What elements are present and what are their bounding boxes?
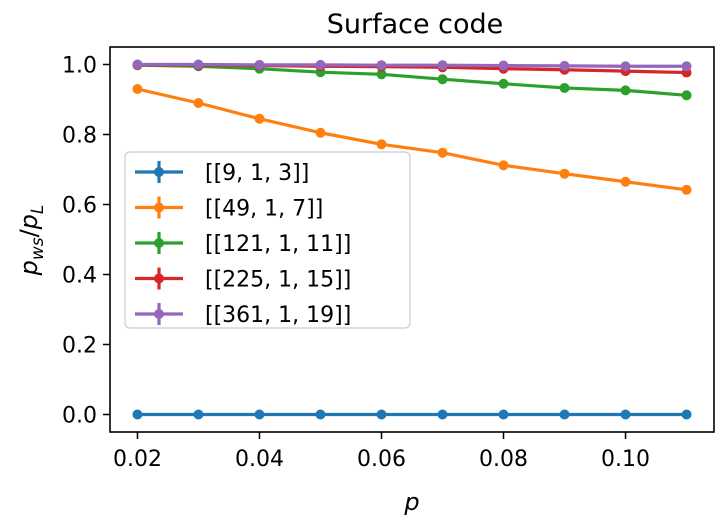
- data-point: [681, 184, 692, 195]
- legend-swatch-marker: [154, 167, 164, 177]
- series-line-1: [137, 87, 687, 192]
- data-point: [559, 60, 570, 71]
- y-axis-title-sub2: L: [28, 205, 48, 214]
- y-axis-title-p1: p: [15, 260, 43, 276]
- plot-frame: [109, 46, 715, 433]
- series-line-4: [137, 62, 687, 68]
- data-point: [620, 176, 631, 187]
- data-point: [132, 59, 143, 70]
- data-point: [681, 61, 692, 72]
- data-point: [681, 90, 692, 101]
- legend-box: [124, 151, 411, 329]
- data-point: [498, 160, 509, 171]
- series-layer: [132, 59, 692, 420]
- data-point: [315, 59, 326, 70]
- data-point: [559, 82, 570, 93]
- data-point: [193, 59, 204, 70]
- y-tick-label: 0.6: [62, 194, 97, 219]
- data-point: [437, 409, 448, 420]
- data-point: [498, 409, 509, 420]
- y-tick-label: 0.8: [62, 124, 97, 149]
- data-point: [193, 409, 204, 420]
- y-axis-title-p2: p: [15, 214, 43, 230]
- data-point: [376, 60, 387, 71]
- data-point: [498, 78, 509, 89]
- x-tick-label: 0.04: [235, 447, 284, 472]
- data-point: [437, 74, 448, 85]
- data-point: [498, 60, 509, 71]
- data-point: [559, 409, 570, 420]
- x-tick-label: 0.08: [479, 447, 528, 472]
- data-point: [254, 409, 265, 420]
- data-point: [681, 409, 692, 420]
- data-point: [315, 409, 326, 420]
- y-axis-title: pws/pL: [15, 205, 48, 277]
- data-point: [376, 69, 387, 80]
- y-tick-label: 0.0: [62, 404, 97, 429]
- x-axis: 0.02 0.04 0.06 0.08 0.10: [113, 432, 650, 472]
- legend-label: [[121, 1, 11]]: [205, 232, 351, 257]
- data-point: [132, 84, 143, 94]
- legend-label: [[225, 1, 15]]: [205, 268, 351, 293]
- legend-label: [[49, 1, 7]]: [205, 197, 323, 222]
- x-axis-title: p: [403, 488, 419, 516]
- legend: [[9, 1, 3]] [[49, 1, 7]] [[121, 1, 11]] [[2…: [124, 151, 411, 329]
- legend-swatch-marker: [154, 238, 164, 248]
- data-point: [376, 409, 387, 420]
- data-point: [620, 85, 631, 96]
- x-tick-label: 0.10: [601, 447, 650, 472]
- series-line-2: [137, 63, 687, 97]
- x-tick-label: 0.02: [113, 447, 162, 472]
- y-tick-label: 1.0: [62, 54, 97, 79]
- y-axis-title-slash: /: [15, 228, 43, 237]
- legend-swatch-marker: [154, 202, 164, 213]
- legend-label: [[9, 1, 3]]: [205, 161, 309, 186]
- data-point: [437, 147, 448, 158]
- legend-swatch-marker: [154, 273, 164, 284]
- legend-label: [[361, 1, 19]]: [205, 303, 351, 328]
- y-axis-title-sub1: ws: [28, 237, 48, 260]
- data-point: [376, 139, 387, 150]
- chart-title: Surface code: [327, 9, 504, 40]
- data-point: [132, 409, 143, 420]
- data-point: [559, 168, 570, 179]
- data-point: [315, 127, 326, 138]
- data-point: [620, 61, 631, 72]
- data-point: [193, 98, 204, 108]
- data-point: [254, 113, 265, 124]
- data-point: [254, 59, 265, 70]
- y-axis: 0.0 0.2 0.4 0.6 0.8 1.0: [62, 54, 110, 429]
- y-tick-label: 0.4: [62, 264, 97, 289]
- data-point: [620, 409, 631, 420]
- y-tick-label: 0.2: [62, 334, 97, 359]
- x-tick-label: 0.06: [357, 447, 406, 472]
- legend-swatch-marker: [154, 309, 164, 319]
- data-point: [437, 60, 448, 71]
